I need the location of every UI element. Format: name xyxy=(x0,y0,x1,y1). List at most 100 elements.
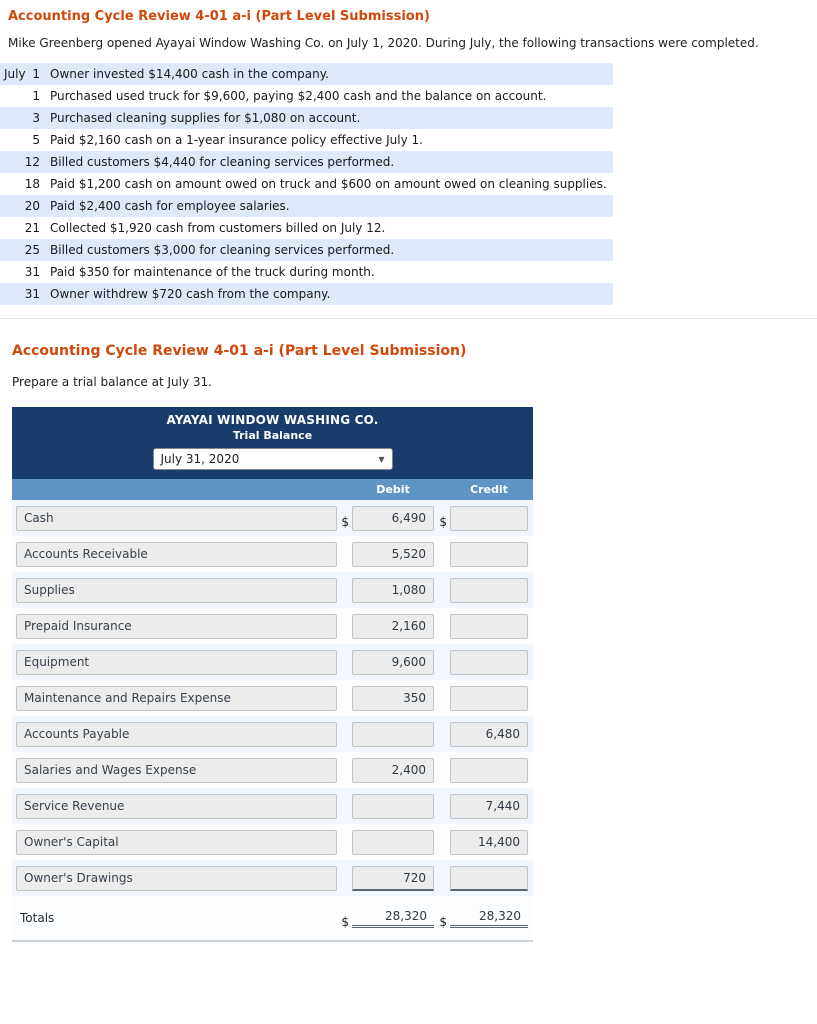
transaction-description: Paid $2,160 cash on a 1-year insurance p… xyxy=(50,133,423,147)
credit-amount-field[interactable] xyxy=(450,757,528,783)
account-name-field[interactable]: Salaries and Wages Expense xyxy=(16,757,337,783)
account-name-field[interactable]: Prepaid Insurance xyxy=(16,613,337,639)
currency-symbol: $ xyxy=(439,915,447,929)
credit-amount-field[interactable]: 7,440 xyxy=(450,793,528,819)
debit-amount-field[interactable]: 350 xyxy=(352,685,434,711)
transaction-row: 1 Purchased used truck for $9,600, payin… xyxy=(0,85,613,107)
account-name-field[interactable]: Accounts Payable xyxy=(16,721,337,747)
debit-amount-field[interactable]: 2,160 xyxy=(352,613,434,639)
transaction-date: 21 xyxy=(0,221,40,235)
transaction-description: Purchased cleaning supplies for $1,080 o… xyxy=(50,111,361,125)
debit-amount-field[interactable] xyxy=(352,721,434,747)
debit-cell: 5,520 xyxy=(337,541,434,567)
account-name-field[interactable]: Accounts Receivable xyxy=(16,541,337,567)
totals-label: Totals xyxy=(20,911,55,925)
trial-balance-date-select[interactable]: July 31, 2020 ▼ xyxy=(152,448,393,470)
section-divider xyxy=(0,318,817,319)
credit-cell xyxy=(434,541,528,567)
credit-cell xyxy=(434,613,528,639)
transaction-description: Paid $350 for maintenance of the truck d… xyxy=(50,265,375,279)
debit-cell: 1,080 xyxy=(337,577,434,603)
debit-amount-field[interactable]: 2,400 xyxy=(352,757,434,783)
credit-amount-field[interactable] xyxy=(450,505,528,531)
credit-cell: 6,480 xyxy=(434,721,528,747)
problem-intro: Mike Greenberg opened Ayayai Window Wash… xyxy=(8,36,759,50)
totals-debit-value: 28,320 xyxy=(352,909,434,928)
trial-balance-row: Accounts Receivable 5,520 xyxy=(12,536,533,572)
company-name: AYAYAI WINDOW WASHING CO. xyxy=(166,413,379,427)
account-name-field[interactable]: Equipment xyxy=(16,649,337,675)
problem-title: Accounting Cycle Review 4-01 a-i (Part L… xyxy=(8,9,430,24)
debit-cell: $ 6,490 xyxy=(337,505,434,531)
transaction-day: 25 xyxy=(24,243,40,257)
transaction-month: July xyxy=(4,67,26,81)
transaction-row: 21 Collected $1,920 cash from customers … xyxy=(0,217,613,239)
currency-symbol: $ xyxy=(341,915,349,929)
credit-amount-field[interactable] xyxy=(450,577,528,603)
transaction-month xyxy=(0,111,26,125)
account-name-field[interactable]: Maintenance and Repairs Expense xyxy=(16,685,337,711)
debit-amount-field[interactable]: 6,490 xyxy=(352,505,434,531)
transaction-row: 25 Billed customers $3,000 for cleaning … xyxy=(0,239,613,261)
transaction-month xyxy=(0,287,25,301)
debit-amount-field[interactable]: 5,520 xyxy=(352,541,434,567)
transaction-description: Owner invested $14,400 cash in the compa… xyxy=(50,67,329,81)
credit-amount-field[interactable] xyxy=(450,649,528,675)
credit-amount-field[interactable] xyxy=(450,613,528,639)
credit-amount-field[interactable] xyxy=(450,865,528,891)
account-name-field[interactable]: Owner's Capital xyxy=(16,829,337,855)
credit-cell xyxy=(434,577,528,603)
totals-row: Totals $ 28,320 $ 28,320 xyxy=(12,896,533,940)
chevron-down-icon: ▼ xyxy=(378,454,385,464)
transaction-day: 5 xyxy=(32,133,40,147)
page: Accounting Cycle Review 4-01 a-i (Part L… xyxy=(0,9,817,942)
account-name-field[interactable]: Owner's Drawings xyxy=(16,865,337,891)
debit-amount-field[interactable] xyxy=(352,829,434,855)
trial-balance-row: Cash $ 6,490 $ xyxy=(12,500,533,536)
date-select-value: July 31, 2020 xyxy=(160,452,240,466)
debit-amount-field[interactable]: 1,080 xyxy=(352,577,434,603)
transaction-description: Purchased used truck for $9,600, paying … xyxy=(50,89,547,103)
transaction-date: 20 xyxy=(0,199,40,213)
transaction-month xyxy=(0,243,25,257)
trial-balance-body: Cash $ 6,490 $ Accounts Receivable 5,520… xyxy=(12,500,533,896)
debit-cell: 720 xyxy=(337,865,434,891)
debit-cell xyxy=(337,829,434,855)
account-name-field[interactable]: Cash xyxy=(16,505,337,531)
transaction-date: 5 xyxy=(0,133,40,147)
account-name-field[interactable]: Service Revenue xyxy=(16,793,337,819)
transaction-row: 31 Owner withdrew $720 cash from the com… xyxy=(0,283,613,305)
column-headers-row: Debit Credit xyxy=(12,479,533,500)
currency-symbol: $ xyxy=(341,515,349,529)
transaction-date: 31 xyxy=(0,287,40,301)
debit-amount-field[interactable]: 9,600 xyxy=(352,649,434,675)
debit-cell: 2,400 xyxy=(337,757,434,783)
credit-amount-field[interactable] xyxy=(450,685,528,711)
credit-cell xyxy=(434,757,528,783)
credit-amount-field[interactable]: 14,400 xyxy=(450,829,528,855)
debit-cell: 2,160 xyxy=(337,613,434,639)
transaction-row: 3 Purchased cleaning supplies for $1,080… xyxy=(0,107,613,129)
transaction-date: 1 xyxy=(0,89,40,103)
transaction-day: 20 xyxy=(24,199,40,213)
transaction-row: July 1 Owner invested $14,400 cash in th… xyxy=(0,63,613,85)
credit-amount-field[interactable] xyxy=(450,541,528,567)
transaction-day: 31 xyxy=(24,265,40,279)
transaction-date: 31 xyxy=(0,265,40,279)
trial-balance-header: AYAYAI WINDOW WASHING CO. Trial Balance … xyxy=(12,407,533,479)
debit-amount-field[interactable]: 720 xyxy=(352,865,434,891)
totals-label-cell: Totals xyxy=(12,911,337,925)
totals-debit-cell: $ 28,320 xyxy=(337,909,434,929)
transaction-description: Paid $1,200 cash on amount owed on truck… xyxy=(50,177,607,191)
transaction-month xyxy=(0,199,25,213)
debit-amount-field[interactable] xyxy=(352,793,434,819)
transaction-description: Billed customers $3,000 for cleaning ser… xyxy=(50,243,395,257)
transaction-description: Paid $2,400 cash for employee salaries. xyxy=(50,199,290,213)
transaction-day: 31 xyxy=(24,287,40,301)
currency-symbol: $ xyxy=(439,515,447,529)
transaction-day: 18 xyxy=(24,177,40,191)
transaction-row: 31 Paid $350 for maintenance of the truc… xyxy=(0,261,613,283)
account-name-field[interactable]: Supplies xyxy=(16,577,337,603)
totals-credit-value: 28,320 xyxy=(450,909,528,928)
credit-amount-field[interactable]: 6,480 xyxy=(450,721,528,747)
